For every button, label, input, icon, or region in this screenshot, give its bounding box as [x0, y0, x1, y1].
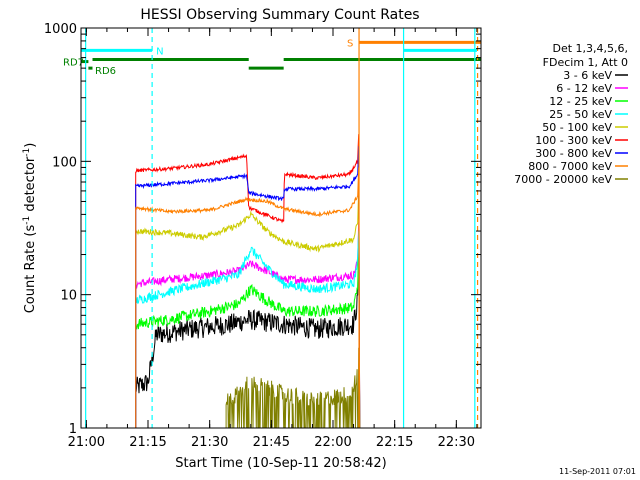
axes-layer: 21:00 21:15 21:30 21:45 22:00 22:15 22:30 1 10 10… [44, 22, 481, 450]
y-tick-label: 1 [69, 422, 77, 437]
x-tick-label: 21:45 [253, 435, 290, 450]
x-tick-label: 21:15 [129, 435, 166, 450]
y-axis-label-main: Count Rate (s [23, 225, 38, 314]
vlines-layer [85, 28, 479, 428]
legend-entry-label: 300 - 800 keV [535, 147, 612, 160]
series-line [135, 231, 361, 429]
y-axis-label: Count Rate (s-1 detector-1) [22, 143, 38, 314]
legend-header-2: FDecim 1, Att 0 [543, 56, 628, 69]
flag-label: RD7 [63, 58, 84, 69]
x-tick-label: 21:00 [68, 435, 105, 450]
legend: Det 1,3,4,5,6, FDecim 1, Att 0 3 - 6 keV… [514, 42, 628, 186]
x-tick-label: 21:30 [191, 435, 228, 450]
legend-entry-label: 3 - 6 keV [563, 69, 612, 82]
timestamp: 11-Sep-2011 07:01 [559, 467, 636, 476]
legend-entry-label: 800 - 7000 keV [528, 160, 612, 173]
series-line [225, 347, 361, 429]
y-axis-label-sup1: -1 [22, 216, 32, 225]
chart-title: HESSI Observing Summary Count Rates [140, 7, 419, 23]
series-line [135, 231, 361, 429]
series-line [135, 146, 361, 429]
legend-entry-label: 7000 - 20000 keV [514, 173, 612, 186]
series-line [135, 241, 361, 429]
x-tick-label: 22:15 [376, 435, 413, 450]
legend-entry-label: 50 - 100 keV [542, 121, 612, 134]
series-line [135, 190, 361, 429]
x-axis-label: Start Time (10-Sep-11 20:58:42) [175, 456, 386, 471]
series-line [135, 167, 361, 429]
flags-layer: RD7 RD6 N S [63, 38, 481, 77]
legend-entry-label: 6 - 12 keV [556, 82, 612, 95]
y-axis-label-sup2: -1 [22, 148, 32, 157]
flag-label: S [347, 38, 353, 49]
series-line [135, 222, 361, 429]
y-tick-label: 10 [60, 289, 77, 304]
plot-frame [80, 27, 482, 429]
series-line [135, 134, 361, 429]
flag-label: RD6 [95, 66, 116, 77]
x-tick-label: 22:30 [438, 435, 475, 450]
y-tick-label: 100 [52, 155, 77, 170]
y-axis-label-mid: detector [23, 156, 38, 216]
y-tick-label: 1000 [44, 22, 77, 37]
x-tick-label: 22:00 [314, 435, 351, 450]
legend-header-1: Det 1,3,4,5,6, [552, 42, 628, 55]
legend-entry-label: 25 - 50 keV [549, 108, 612, 121]
legend-entry-label: 12 - 25 keV [549, 95, 612, 108]
flag-label: N [156, 46, 163, 57]
series-layer [135, 134, 361, 429]
y-axis-label-end: ) [23, 143, 38, 148]
legend-entry-label: 100 - 300 keV [535, 134, 612, 147]
